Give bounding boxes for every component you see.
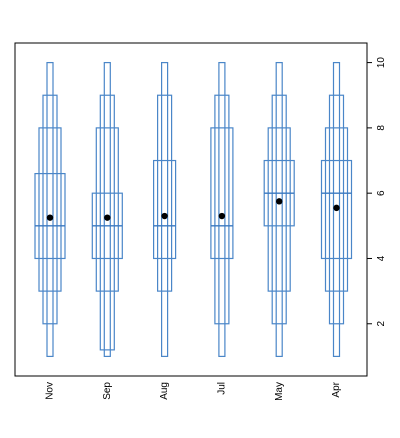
- x-tick-label: Aug: [159, 382, 170, 400]
- y-axis: 2 4 6 8 10: [366, 57, 387, 327]
- letter-value-box: [218, 61, 226, 358]
- letter-value-box: [46, 61, 54, 358]
- letter-value-box: [103, 61, 111, 358]
- x-axis-labels: Nov Sep Aug Jul May Apr: [45, 381, 343, 401]
- letter-value-box: [99, 94, 115, 351]
- y-tick-label: 10: [376, 57, 387, 69]
- y-tick-label: 4: [376, 255, 387, 261]
- letter-value-box: [95, 127, 119, 292]
- y-tick-label: 2: [376, 321, 387, 327]
- letter-value-box: [275, 61, 283, 358]
- letter-value-box: [153, 159, 177, 260]
- letter-value-box: [38, 127, 62, 292]
- mean-point: [104, 214, 111, 221]
- x-tick-label: Sep: [102, 382, 113, 400]
- letter-value-box: [267, 127, 291, 292]
- letter-value-box: [214, 94, 230, 325]
- letter-value-box: [328, 94, 345, 325]
- letter-value-box: [320, 159, 353, 260]
- mean-point: [333, 204, 340, 212]
- plot-frame: [14, 42, 368, 377]
- x-tick-label: Jul: [217, 382, 228, 395]
- x-tick-label: Nov: [45, 382, 56, 400]
- x-tick-label: May: [274, 382, 285, 401]
- y-tick-label: 8: [376, 125, 387, 131]
- letter-value-box: [157, 94, 173, 292]
- mean-point: [46, 214, 54, 221]
- letter-value-box: [210, 127, 234, 260]
- mean-point: [161, 212, 168, 220]
- mean-point: [276, 198, 283, 205]
- boxes-group: [34, 61, 353, 358]
- letter-value-box: [42, 94, 58, 325]
- letter-value-box: [332, 61, 341, 358]
- letter-value-box: [34, 172, 66, 260]
- y-tick-label: 6: [376, 190, 387, 196]
- letter-value-box: [324, 127, 349, 292]
- letter-value-box: [271, 94, 287, 325]
- means-group: [46, 198, 340, 221]
- mean-point: [218, 212, 226, 220]
- x-tick-label: Apr: [331, 381, 342, 397]
- letter-value-box: [161, 61, 169, 358]
